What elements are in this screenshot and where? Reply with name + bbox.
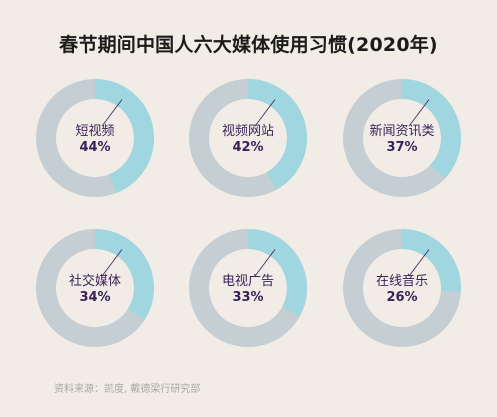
donut-value: 34% bbox=[79, 290, 111, 305]
donut-chart-short-video: 短视频 44% bbox=[35, 78, 155, 198]
donut-label: 在线音乐 bbox=[375, 274, 428, 289]
donut-arc bbox=[36, 79, 154, 197]
donut-value: 33% bbox=[232, 290, 264, 305]
donut-pointer bbox=[408, 249, 430, 277]
donut-chart-online-music: 在线音乐 26% bbox=[342, 228, 462, 348]
donut-svg bbox=[343, 229, 461, 347]
donut-pointer bbox=[101, 249, 123, 277]
donut-value: 37% bbox=[386, 140, 418, 155]
donut-svg bbox=[189, 79, 307, 197]
donut-value: 26% bbox=[386, 290, 418, 305]
donut-arc bbox=[36, 229, 154, 347]
donut-pointer bbox=[408, 99, 430, 127]
donut-label: 电视广告 bbox=[221, 274, 274, 289]
donut-label: 社交媒体 bbox=[68, 274, 121, 289]
source-note: 资料来源：凯度, 戴德梁行研究部 bbox=[54, 384, 201, 395]
donut-pointer bbox=[101, 99, 123, 127]
donut-arc bbox=[343, 229, 461, 347]
donut-svg bbox=[343, 79, 461, 197]
donut-svg bbox=[189, 229, 307, 347]
donut-label: 新闻资讯类 bbox=[369, 124, 435, 139]
donut-svg bbox=[36, 79, 154, 197]
donut-value: 42% bbox=[232, 140, 264, 155]
donut-chart-news: 新闻资讯类 37% bbox=[342, 78, 462, 198]
donut-chart-tv-ads: 电视广告 33% bbox=[188, 228, 308, 348]
donut-label: 短视频 bbox=[75, 124, 115, 139]
chart-title: 春节期间中国人六大媒体使用习惯(2020年) bbox=[59, 34, 438, 56]
donut-arc bbox=[189, 229, 307, 347]
donut-label: 视频网站 bbox=[221, 124, 274, 139]
donut-pointer bbox=[254, 249, 276, 277]
donut-chart-social-media: 社交媒体 34% bbox=[35, 228, 155, 348]
donut-svg bbox=[36, 229, 154, 347]
donut-arc bbox=[343, 79, 461, 197]
donut-value: 44% bbox=[79, 140, 111, 155]
donut-chart-video-sites: 视频网站 42% bbox=[188, 78, 308, 198]
donut-pointer bbox=[254, 99, 276, 127]
donut-arc bbox=[189, 79, 307, 197]
